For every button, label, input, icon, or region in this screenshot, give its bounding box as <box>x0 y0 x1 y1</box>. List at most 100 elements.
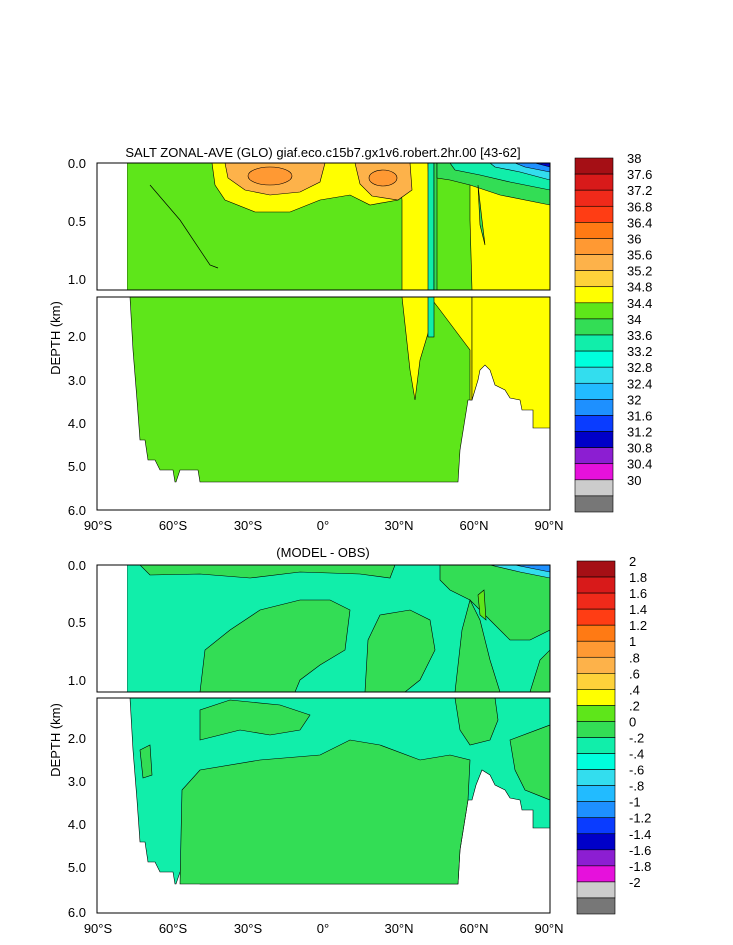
colorbar-swatch <box>574 479 614 497</box>
colorbar-swatch <box>576 881 616 899</box>
colorbar-swatch <box>576 705 616 722</box>
y-tick-label: 3.0 <box>68 774 86 789</box>
colorbar-label: 30.4 <box>627 457 652 472</box>
colorbar-swatch <box>576 769 616 786</box>
colorbar-label: 30 <box>627 473 641 488</box>
colorbar-label: 36 <box>627 231 641 246</box>
colorbar-label: -.2 <box>629 731 644 746</box>
colorbar-label: 35.2 <box>627 264 652 279</box>
colorbar-swatch <box>574 399 614 416</box>
y-tick-label: 2.0 <box>68 731 86 746</box>
x-tick-label: 60°S <box>159 921 188 936</box>
colorbar-label: 30.8 <box>627 441 652 456</box>
colorbar-label: 0 <box>629 714 636 729</box>
y-tick-label: 2.0 <box>68 329 86 344</box>
colorbar-swatch <box>574 382 614 400</box>
colorbar-label: -1.4 <box>629 827 651 842</box>
x-tick-label: 30°N <box>384 518 413 533</box>
colorbar-swatch <box>576 785 616 802</box>
colorbar-label: 37.2 <box>627 183 652 198</box>
colorbar-label: 31.2 <box>627 425 652 440</box>
colorbar-swatch <box>574 222 614 239</box>
colorbar-label: 37.6 <box>627 167 652 182</box>
colorbar-swatch <box>574 238 614 255</box>
colorbar-swatch <box>574 254 614 271</box>
colorbar-bottom: 21.81.61.41.21.8.6.4.20-.2-.4-.6-.8-1-1.… <box>576 554 651 915</box>
x-tick-label: 30°S <box>234 921 263 936</box>
colorbar-swatch <box>576 753 616 770</box>
y-tick-label: 0.0 <box>68 558 86 573</box>
x-tick-label: 90°S <box>84 921 113 936</box>
colorbar-label: 34 <box>627 312 641 327</box>
colorbar-label: 1.8 <box>629 570 647 585</box>
colorbar-swatch <box>574 270 614 288</box>
colorbar-label: .6 <box>629 666 640 681</box>
colorbar-swatch <box>576 640 616 658</box>
y-tick-label: 4.0 <box>68 817 86 832</box>
y-tick-label: 1.0 <box>68 673 86 688</box>
colorbar-label: 1.4 <box>629 602 647 617</box>
colorbar-swatch <box>576 560 616 578</box>
colorbar-swatch <box>574 350 614 368</box>
colorbar-top: 3837.637.236.836.43635.635.234.834.43433… <box>574 151 652 513</box>
colorbar-swatch <box>574 189 614 207</box>
colorbar-label: 34.4 <box>627 296 652 311</box>
colorbar-label: 33.2 <box>627 344 652 359</box>
y-tick-label: 0.5 <box>68 214 86 229</box>
colorbar-label: 35.6 <box>627 248 652 263</box>
bottom-y-axis: 0.0 0.5 1.0 2.0 3.0 4.0 5.0 6.0 <box>68 558 86 920</box>
colorbar-label: -.6 <box>629 763 644 778</box>
y-tick-label: 4.0 <box>68 416 86 431</box>
colorbar-label: 33.6 <box>627 328 652 343</box>
y-tick-label: 1.0 <box>68 272 86 287</box>
x-tick-label: 90°S <box>84 518 113 533</box>
y-tick-label: 0.5 <box>68 615 86 630</box>
colorbar-label: 32.4 <box>627 376 652 391</box>
x-tick-label: 90°N <box>534 921 563 936</box>
y-tick-label: 6.0 <box>68 905 86 920</box>
y-tick-label: 0.0 <box>68 156 86 171</box>
colorbar-label: -2 <box>629 875 641 890</box>
colorbar-label: 1.6 <box>629 586 647 601</box>
colorbar-label: 38 <box>627 151 641 166</box>
x-tick-label: 0° <box>317 518 329 533</box>
colorbar-label: 1 <box>629 634 636 649</box>
colorbar-swatch <box>576 592 616 610</box>
colorbar-label: -.4 <box>629 747 644 762</box>
colorbar-swatch <box>574 431 614 448</box>
x-tick-label: 90°N <box>534 518 563 533</box>
bottom-upper-field <box>97 565 550 692</box>
colorbar-label: 34.8 <box>627 280 652 295</box>
y-tick-label: 5.0 <box>68 459 86 474</box>
colorbar-label: 36.4 <box>627 215 652 230</box>
colorbar-swatch <box>576 576 616 594</box>
colorbar-swatch <box>576 865 616 883</box>
x-tick-label: 60°N <box>459 518 488 533</box>
colorbar-label: -1 <box>629 795 641 810</box>
colorbar-swatch <box>574 495 614 513</box>
y-axis-label-top: DEPTH (km) <box>48 301 63 375</box>
y-axis-label-bottom: DEPTH (km) <box>48 703 63 777</box>
x-tick-label: 30°S <box>234 518 263 533</box>
x-tick-label: 60°S <box>159 518 188 533</box>
colorbar-label: -.8 <box>629 779 644 794</box>
colorbar-swatch <box>574 286 614 304</box>
top-y-axis: 0.0 0.5 1.0 2.0 3.0 4.0 5.0 6.0 <box>68 156 86 518</box>
colorbar-swatch <box>574 366 614 384</box>
colorbar-swatch <box>574 415 614 432</box>
colorbar-swatch <box>576 608 616 626</box>
colorbar-swatch <box>574 447 614 465</box>
colorbar-swatch <box>574 463 614 481</box>
bottom-lower-field <box>129 698 550 885</box>
x-tick-label: 30°N <box>384 921 413 936</box>
top-upper-field <box>97 163 550 290</box>
y-tick-label: 5.0 <box>68 860 86 875</box>
colorbar-label: .4 <box>629 682 640 697</box>
colorbar-swatch <box>574 205 614 223</box>
colorbar-label: -1.2 <box>629 811 651 826</box>
colorbar-swatch <box>576 656 616 674</box>
colorbar-label: 36.8 <box>627 199 652 214</box>
colorbar-label: 32 <box>627 392 641 407</box>
colorbar-swatch <box>576 833 616 851</box>
